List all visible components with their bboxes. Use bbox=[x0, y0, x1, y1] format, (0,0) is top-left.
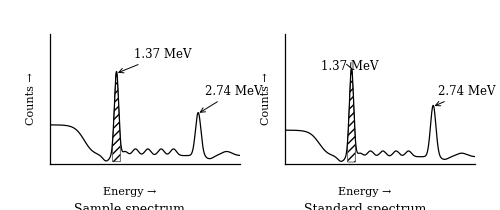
Text: Energy →: Energy → bbox=[103, 187, 156, 197]
Text: Counts →: Counts → bbox=[261, 72, 271, 125]
Text: 2.74 MeV: 2.74 MeV bbox=[200, 85, 262, 112]
Text: Counts →: Counts → bbox=[26, 72, 36, 125]
Text: Standard spectrum: Standard spectrum bbox=[304, 203, 426, 210]
Text: 1.37 MeV: 1.37 MeV bbox=[321, 60, 378, 73]
Text: 2.74 MeV: 2.74 MeV bbox=[436, 85, 496, 106]
Text: Sample spectrum: Sample spectrum bbox=[74, 203, 185, 210]
Text: Energy →: Energy → bbox=[338, 187, 392, 197]
Text: 1.37 MeV: 1.37 MeV bbox=[119, 48, 191, 73]
